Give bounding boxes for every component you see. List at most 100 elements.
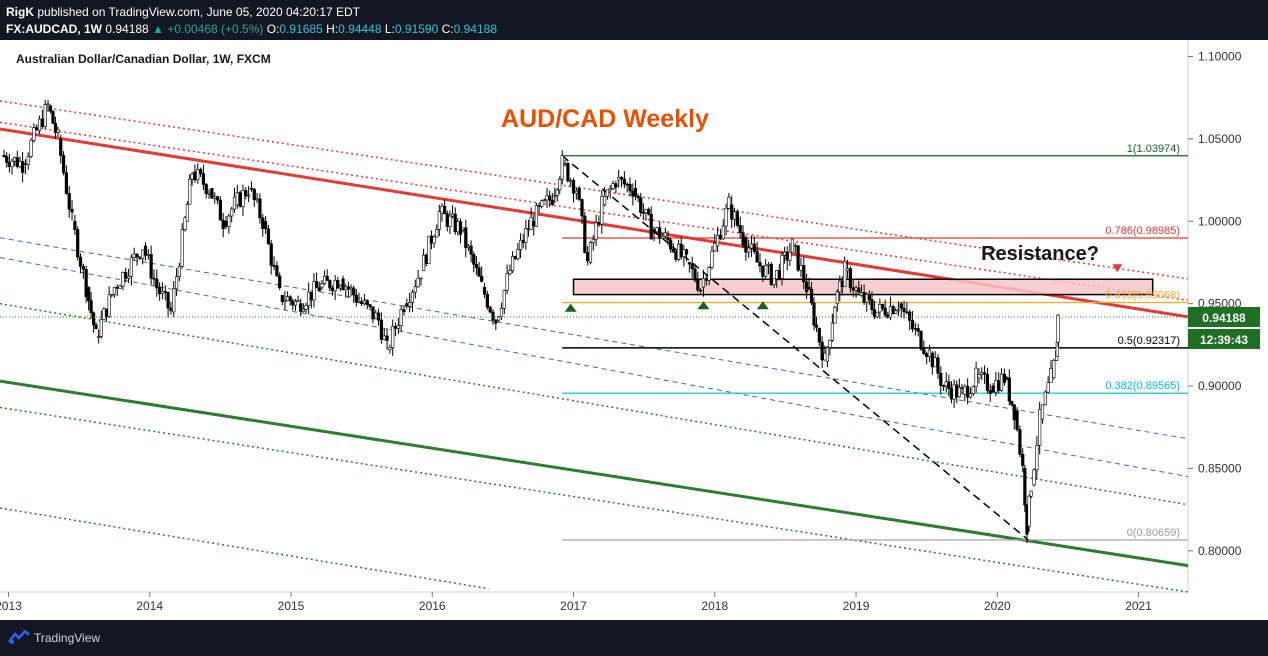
author: RigK — [6, 5, 34, 19]
candle-body — [586, 252, 590, 262]
candle-body — [820, 341, 824, 361]
candle-body — [799, 265, 803, 271]
candle-body — [91, 312, 96, 326]
candle-body — [70, 209, 74, 213]
candle-body — [825, 347, 830, 362]
candle-body — [399, 309, 403, 326]
candle-body — [196, 168, 200, 181]
candle-body — [534, 205, 539, 227]
candle-body — [272, 265, 276, 267]
candle-body — [1012, 404, 1016, 421]
support-trendline — [0, 379, 1189, 568]
candle-body — [445, 213, 449, 227]
x-tick-label: 2013 — [0, 599, 22, 613]
tradingview-brand: TradingView — [34, 631, 101, 645]
candle-body — [752, 243, 756, 252]
candle-body — [269, 243, 273, 266]
footer: TradingView — [0, 620, 1268, 656]
candle-body — [777, 270, 781, 279]
candle-body — [785, 251, 789, 261]
candle-body — [679, 243, 683, 258]
candle-body — [338, 285, 343, 289]
published-text: published on TradingView.com, June 05, 2… — [37, 5, 361, 19]
candle-body — [862, 292, 866, 303]
candle-body — [611, 183, 615, 189]
candle-body — [314, 281, 319, 289]
upper-channel-dotted — [0, 100, 1189, 280]
candle-body — [261, 217, 265, 229]
candle-body — [81, 266, 85, 270]
candle-body — [104, 308, 109, 317]
candle-body — [614, 183, 618, 188]
low-value: 0.91590 — [394, 22, 439, 36]
candle-body — [124, 272, 128, 279]
chart-headline: AUD/CAD Weekly — [501, 105, 709, 133]
candle-body — [429, 235, 434, 244]
candle-body — [87, 286, 91, 301]
candle-body — [963, 385, 967, 395]
y-tick-label: 0.80000 — [1198, 544, 1242, 558]
candle-body — [788, 251, 792, 261]
chart-area[interactable]: 1.10000 1.05000 1.00000 0.95000 0.90000 0.850… — [0, 40, 1268, 620]
candle-body — [888, 305, 893, 318]
candle-body — [238, 192, 242, 207]
high-value: 0.94448 — [338, 22, 382, 36]
fib-level-label: 0.382(0.89565) — [1105, 380, 1180, 392]
candle-body — [880, 304, 885, 309]
lower-channel-dotted-3 — [0, 507, 489, 590]
candle-body — [160, 291, 165, 295]
candle-body — [488, 306, 492, 313]
candle-body — [713, 242, 717, 252]
candle-body — [1046, 382, 1050, 393]
candle-body — [464, 227, 468, 248]
candle-body — [368, 304, 372, 308]
candle-body — [518, 239, 523, 250]
candle-body — [644, 208, 648, 213]
candle-body — [15, 157, 19, 168]
candle-body — [591, 238, 595, 243]
lower-channel-dotted — [0, 302, 1189, 506]
candle-body — [571, 180, 576, 194]
candle-body — [198, 168, 203, 174]
candle-body — [177, 266, 182, 278]
candle-body — [40, 118, 44, 127]
candle-body — [29, 140, 33, 157]
candle-body — [296, 300, 300, 302]
candle-body — [99, 319, 103, 337]
candle-body — [64, 172, 68, 194]
candle-body — [448, 215, 452, 227]
candle-body — [687, 262, 691, 265]
candle-body — [550, 199, 554, 205]
candle-body — [916, 328, 920, 332]
candle-body — [291, 300, 295, 306]
candle-body — [875, 311, 879, 318]
candle-body — [641, 212, 645, 214]
candle-body — [942, 385, 946, 387]
candle-body — [466, 245, 471, 248]
candle-body — [1049, 368, 1053, 384]
candle-body — [10, 160, 14, 168]
candle-body — [152, 277, 156, 280]
candle-body — [828, 339, 832, 348]
candle-body — [721, 225, 725, 240]
candle-body — [738, 225, 742, 233]
candle-body — [126, 275, 131, 279]
candle-body — [275, 265, 279, 277]
chart-header: RigK published on TradingView.com, June … — [0, 0, 1268, 40]
candle-body — [790, 238, 795, 253]
candle-body — [669, 239, 673, 250]
candle-body — [328, 280, 332, 289]
candle-body — [1040, 404, 1045, 420]
candle-body — [2, 155, 6, 157]
fib-level-label: 0(0.80659) — [1127, 527, 1180, 539]
candle-body — [982, 372, 987, 375]
fib-diagonal — [561, 155, 1029, 541]
candle-body — [955, 384, 959, 398]
last-price: 0.94188 — [105, 22, 149, 36]
candle-body — [35, 127, 39, 130]
candle-body — [985, 373, 990, 391]
candle-body — [163, 291, 167, 293]
up-arrow-icon: ▲ — [152, 22, 164, 36]
candle-body — [710, 250, 714, 268]
chart-canvas[interactable]: 1.100001.050001.000000.950000.900000.850… — [0, 40, 1268, 620]
